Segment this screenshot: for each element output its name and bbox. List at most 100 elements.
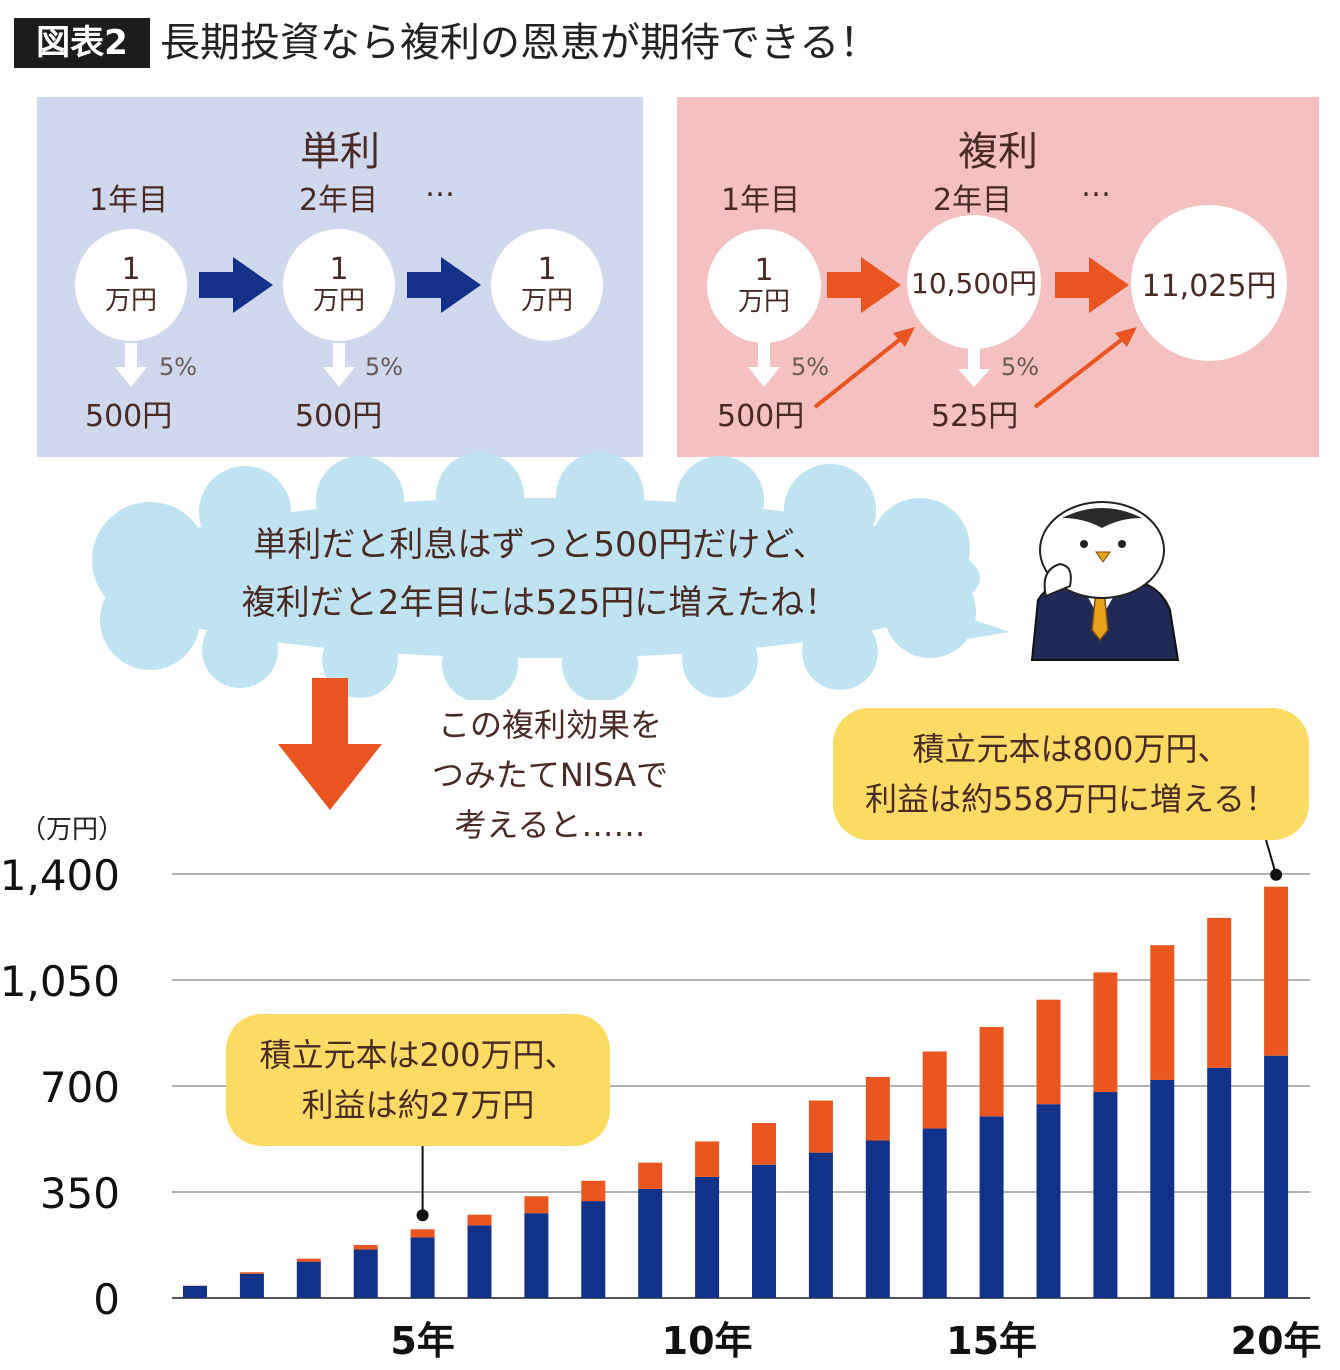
ellipsis: … [425,169,455,204]
circle-unit: 万円 [737,287,790,317]
bar-profit [524,1196,549,1214]
year-label-2: 2年目 [933,183,1013,218]
diagonal-arrow-icon [813,335,905,409]
bar-profit [1036,999,1061,1105]
rate-label: 5% [365,353,404,381]
right-arrow-icon [199,257,273,313]
callout-line: 積立元本は800万円、 [912,730,1230,768]
circle-unit: 万円 [312,286,365,316]
balance-circle-2: 1 万円 [283,229,395,341]
speech-line-1: 単利だと利息はずっと500円だけど、 [253,525,827,565]
circle-unit: 万円 [520,286,573,316]
compound-arrows [748,257,1137,409]
bar-profit [865,1076,890,1141]
y-tick-label: 1,400 [0,851,120,900]
speech-text: 単利だと利息はずっと500円だけど、 複利だと2年目には525円に増えたね！ [150,516,930,632]
right-arrow-icon [407,257,481,313]
down-arrow-icon [323,343,355,387]
y-unit-label: （万円） [20,815,124,845]
down-arrow-icon [278,678,382,810]
right-arrow-icon [827,257,901,313]
chart-intro-note: この複利効果を つみたてNISAで 考えると…… [400,700,700,850]
callout-year-20: 積立元本は800万円、 利益は約558万円に増える！ [833,708,1309,840]
bar-profit [581,1180,606,1202]
balance-circle-2: 10,500円 [907,215,1041,349]
circle-number: 1 [329,252,349,287]
bar-principal [1264,1055,1289,1298]
simple-arrows [115,257,481,387]
bar-profit [979,1026,1004,1117]
bar-principal [410,1237,435,1298]
bar-principal [1036,1104,1061,1298]
callout-leader-line [1265,839,1278,875]
x-tick-label: 5年 [390,1319,454,1363]
year-label-1: 1年目 [721,183,801,218]
bar-profit [1093,972,1118,1093]
circle-number: 1 [754,253,774,288]
bar-profit [752,1122,776,1165]
down-arrow-icon [958,349,990,387]
bar-profit [1264,886,1289,1056]
interest-amount: 500円 [717,399,805,434]
down-arrow-icon [115,343,147,387]
circle-number: 1 [537,252,557,287]
bar-principal [1150,1079,1175,1298]
bar-profit [467,1214,492,1226]
y-tick-label: 0 [93,1275,120,1324]
note-line: 考えると…… [454,806,646,844]
bar-profit [695,1141,720,1177]
interest-amount: 500円 [85,399,173,434]
year-label-1: 1年目 [89,183,169,218]
circle-amount: 10,500円 [911,267,1037,300]
x-tick-label: 10年 [662,1319,753,1363]
bar-principal [922,1128,947,1298]
bar-principal [239,1273,264,1298]
circle-number: 1 [121,252,141,287]
bar-profit [353,1245,378,1250]
down-arrow-icon [748,343,780,387]
bar-principal [467,1225,492,1298]
panel-heading: 単利 [300,129,380,175]
interest-amount: 500円 [295,399,383,434]
balance-circle-3: 11,025円 [1131,205,1287,361]
bar-principal [183,1285,207,1298]
bar-profit [808,1100,833,1153]
diagonal-arrow-icon [1033,335,1127,409]
balance-circle-3: 1 万円 [491,229,603,341]
balance-circle-1: 1 万円 [707,229,821,343]
bar-principal [695,1176,720,1298]
figure-title: 長期投資なら複利の恩恵が期待できる！ [160,20,880,66]
simple-interest-panel: 単利 1年目 2年目 … 1 万円 1 万円 1 万円 5% 5% 500円 5… [37,97,643,457]
bar-principal [638,1188,663,1298]
bar-principal [524,1213,549,1298]
y-tick-label: 700 [40,1063,120,1112]
bar-principal [808,1152,833,1298]
callout-line: 利益は約27万円 [301,1086,535,1124]
callout-line: 積立元本は200万円、 [259,1036,577,1074]
speech-line-2: 複利だと2年目には525円に増えたね！ [241,583,839,623]
interest-amount: 525円 [931,399,1019,434]
y-tick-label: 1,050 [0,957,120,1006]
speech-cloud [92,452,1010,700]
circle-amount: 11,025円 [1141,269,1277,304]
callout-dot [1270,868,1283,881]
rate-label: 5% [1001,353,1040,381]
bar-profit [638,1162,663,1189]
x-tick-label: 15年 [946,1319,1037,1363]
bar-principal [296,1261,321,1298]
bar-principal [979,1116,1004,1298]
bar-profit [1207,917,1232,1068]
bar-profit [410,1229,435,1238]
callout-year-5: 積立元本は200万円、 利益は約27万円 [226,1014,610,1146]
right-arrow-icon [1055,257,1129,313]
x-tick-label: 20年 [1231,1319,1322,1363]
bar-profit [1150,945,1175,1080]
bar-principal [865,1140,890,1298]
bar-principal [1207,1067,1232,1298]
ellipsis: … [1081,169,1111,204]
compound-interest-panel: 複利 1年目 2年目 … 1 万円 10,500円 11,025円 5% 5% … [677,97,1319,457]
bar-profit [296,1258,321,1262]
callout-line: 利益は約558万円に増える！ [864,780,1278,818]
circle-unit: 万円 [104,286,157,316]
